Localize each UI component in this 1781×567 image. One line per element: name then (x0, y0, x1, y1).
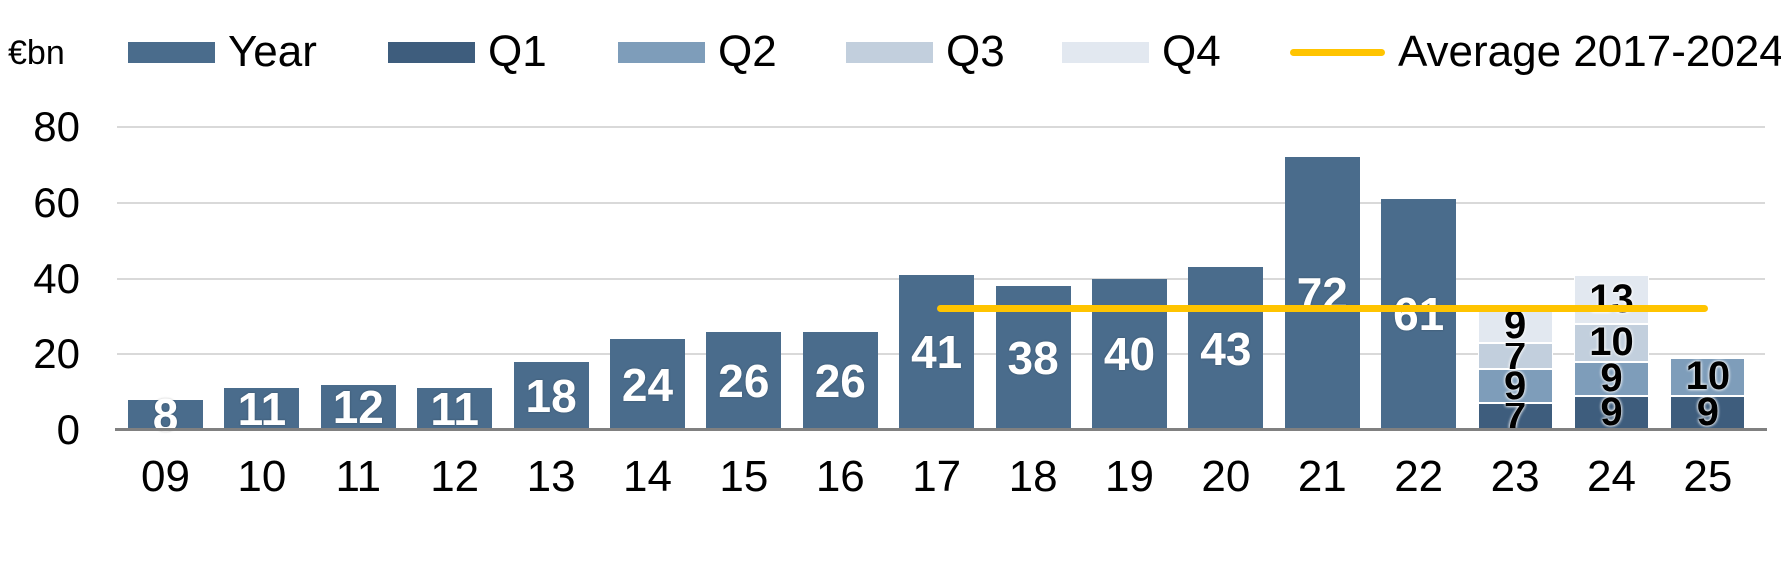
bar-value-label-15: 26 (718, 354, 770, 407)
bar-24-q3-segment: 10 (1574, 320, 1649, 364)
bar-value-label-18: 38 (1007, 332, 1059, 385)
x-tick-label-15: 15 (719, 452, 769, 501)
segment-value-label-24-q3: 10 (1589, 320, 1634, 365)
segment-value-label-24-q2: 9 (1600, 356, 1623, 401)
bar-14: 24 (610, 339, 685, 430)
y-tick-label-40: 40 (33, 254, 80, 302)
segment-value-label-23-q4: 9 (1503, 303, 1527, 348)
x-axis-line (115, 428, 1767, 431)
legend-label-q1: Q1 (488, 27, 547, 76)
x-tick-label-14: 14 (623, 452, 672, 501)
bar-value-label-21: 72 (1296, 267, 1348, 320)
legend-item-q1: Q1 (388, 26, 547, 78)
bar-15: 26 (706, 331, 782, 430)
bar-value-label-17: 41 (911, 326, 963, 379)
x-tick-label-09: 09 (141, 452, 190, 501)
x-tick-label-25: 25 (1683, 452, 1733, 501)
average-line (936, 305, 1708, 313)
legend-label-year: Year (228, 27, 317, 76)
legend-item-q3: Q3 (846, 26, 1005, 78)
bar-23-q1-segment: 7 (1477, 394, 1553, 438)
segment-value-label-23-q2: 9 (1503, 363, 1527, 408)
legend-item-q2: Q2 (618, 26, 777, 78)
x-tick-label-12: 12 (430, 452, 480, 501)
legend-label-q3: Q3 (946, 27, 1005, 76)
segment-value-label-24-q1: 9 (1600, 390, 1623, 435)
x-tick-label-19: 19 (1105, 452, 1154, 501)
bar-21: 72 (1284, 157, 1360, 430)
bar-value-label-22: 61 (1393, 288, 1445, 341)
bar-23-q4-segment: 9 (1477, 303, 1553, 347)
y-tick-label-20: 20 (33, 330, 80, 378)
x-tick-label-17: 17 (912, 452, 962, 501)
y-tick-label-80: 80 (33, 103, 80, 150)
x-tick-label-10: 10 (237, 452, 287, 501)
x-tick-label-22: 22 (1394, 452, 1444, 501)
segment-value-label-25-q2: 10 (1685, 354, 1731, 399)
legend-label-average: Average 2017-2024 (1398, 27, 1781, 76)
legend-line-swatch-average (1290, 48, 1385, 56)
x-tick-label-11: 11 (335, 452, 382, 501)
x-tick-label-21: 21 (1297, 452, 1347, 501)
bar-24-q4-segment: 13 (1574, 274, 1649, 324)
bar-09: 8 (128, 389, 203, 441)
segment-value-label-25-q1: 9 (1696, 390, 1720, 435)
segment-value-label-23-q3: 7 (1503, 333, 1527, 378)
bar-value-label-12: 11 (430, 383, 479, 436)
bar-22: 61 (1381, 198, 1457, 430)
bar-value-label-11: 12 (332, 381, 384, 434)
segment-value-label-24-q4: 13 (1589, 276, 1634, 321)
bar-value-label-10: 11 (237, 383, 287, 436)
y-tick-label-0: 0 (56, 406, 80, 453)
bar-value-label-20: 43 (1200, 322, 1252, 375)
bar-19: 40 (1092, 278, 1167, 430)
legend-swatch-year (128, 41, 215, 63)
bar-value-label-13: 18 (525, 369, 577, 422)
bar-24-q2-segment: 9 (1574, 356, 1649, 400)
bar-value-label-19: 40 (1103, 328, 1156, 381)
legend-swatch-q4 (1062, 41, 1149, 63)
bar-23-q3-segment: 7 (1477, 334, 1553, 378)
legend-swatch-q2 (618, 41, 705, 63)
x-tick-label-23: 23 (1490, 452, 1540, 501)
bar-16: 26 (802, 331, 878, 430)
legend-item-average: Average 2017-2024 (1290, 26, 1781, 78)
x-tick-label-13: 13 (526, 452, 576, 501)
bar-13: 18 (513, 361, 589, 430)
legend-item-q4: Q4 (1062, 26, 1221, 78)
bar-value-label-14: 24 (621, 358, 674, 411)
x-tick-label-24: 24 (1587, 452, 1636, 501)
legend: Year Q1 Q2 Q3 Q4 Average 2017-2024 (0, 26, 1781, 78)
x-tick-label-16: 16 (815, 452, 865, 501)
bar-value-label-16: 26 (814, 354, 866, 407)
bar-23-q2-segment: 9 (1477, 364, 1553, 408)
legend-label-q4: Q4 (1162, 27, 1221, 76)
legend-label-q2: Q2 (718, 27, 777, 76)
bar-24-q1-segment: 9 (1574, 390, 1649, 434)
legend-item-year: Year (128, 26, 317, 78)
x-tick-label-20: 20 (1201, 452, 1251, 501)
segment-value-label-23-q1: 7 (1503, 394, 1527, 439)
bar-17: 41 (899, 274, 975, 430)
legend-swatch-q3 (846, 41, 933, 63)
bar-12: 11 (417, 383, 493, 435)
bar-value-label-09: 8 (152, 388, 179, 441)
bar-10: 11 (224, 383, 300, 435)
bar-25-q2-segment: 10 (1670, 354, 1746, 398)
y-axis-unit-label: €bn (8, 34, 65, 72)
x-tick-label-18: 18 (1008, 452, 1058, 501)
legend-swatch-q1 (388, 41, 475, 63)
bar-11: 12 (320, 381, 396, 433)
y-tick-label-60: 60 (33, 178, 80, 226)
gridline-80 (117, 126, 1765, 128)
bar-20: 43 (1188, 267, 1264, 430)
gridline-60 (117, 201, 1765, 204)
bar-25-q1-segment: 9 (1670, 390, 1746, 434)
